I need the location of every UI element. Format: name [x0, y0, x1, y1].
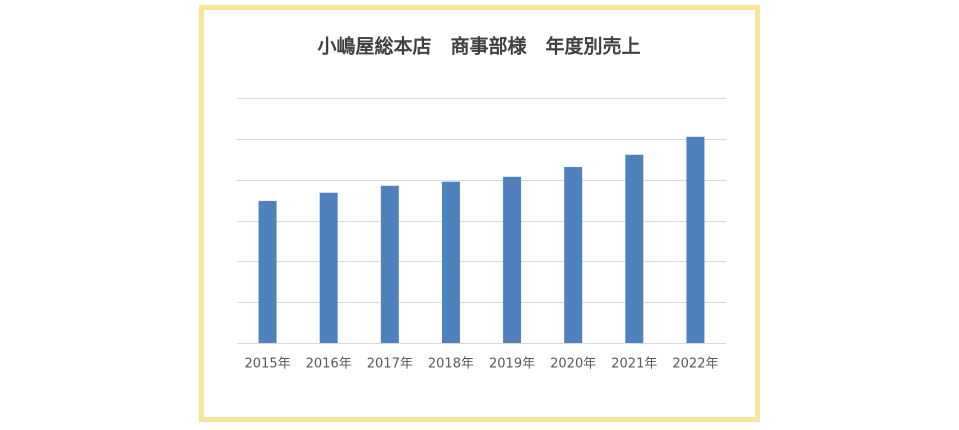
x-tick-label: 2017年	[367, 357, 413, 372]
chart-frame	[199, 5, 760, 422]
x-tick-label: 2019年	[489, 357, 535, 372]
x-tick-label: 2022年	[672, 357, 718, 372]
bar	[503, 176, 522, 343]
bar	[441, 181, 460, 343]
bar	[686, 136, 705, 343]
x-tick-label: 2018年	[428, 357, 474, 372]
bar	[380, 185, 399, 343]
bar	[258, 200, 277, 343]
x-tick-label: 2015年	[245, 357, 291, 372]
chart-title: 小嶋屋総本店 商事部様 年度別売上	[317, 35, 640, 58]
x-tick-label: 2020年	[550, 357, 596, 372]
bar	[625, 154, 644, 343]
x-tick-label: 2021年	[611, 357, 657, 372]
x-tick-label: 2016年	[306, 357, 352, 372]
bar	[564, 167, 583, 343]
bar	[319, 192, 338, 343]
